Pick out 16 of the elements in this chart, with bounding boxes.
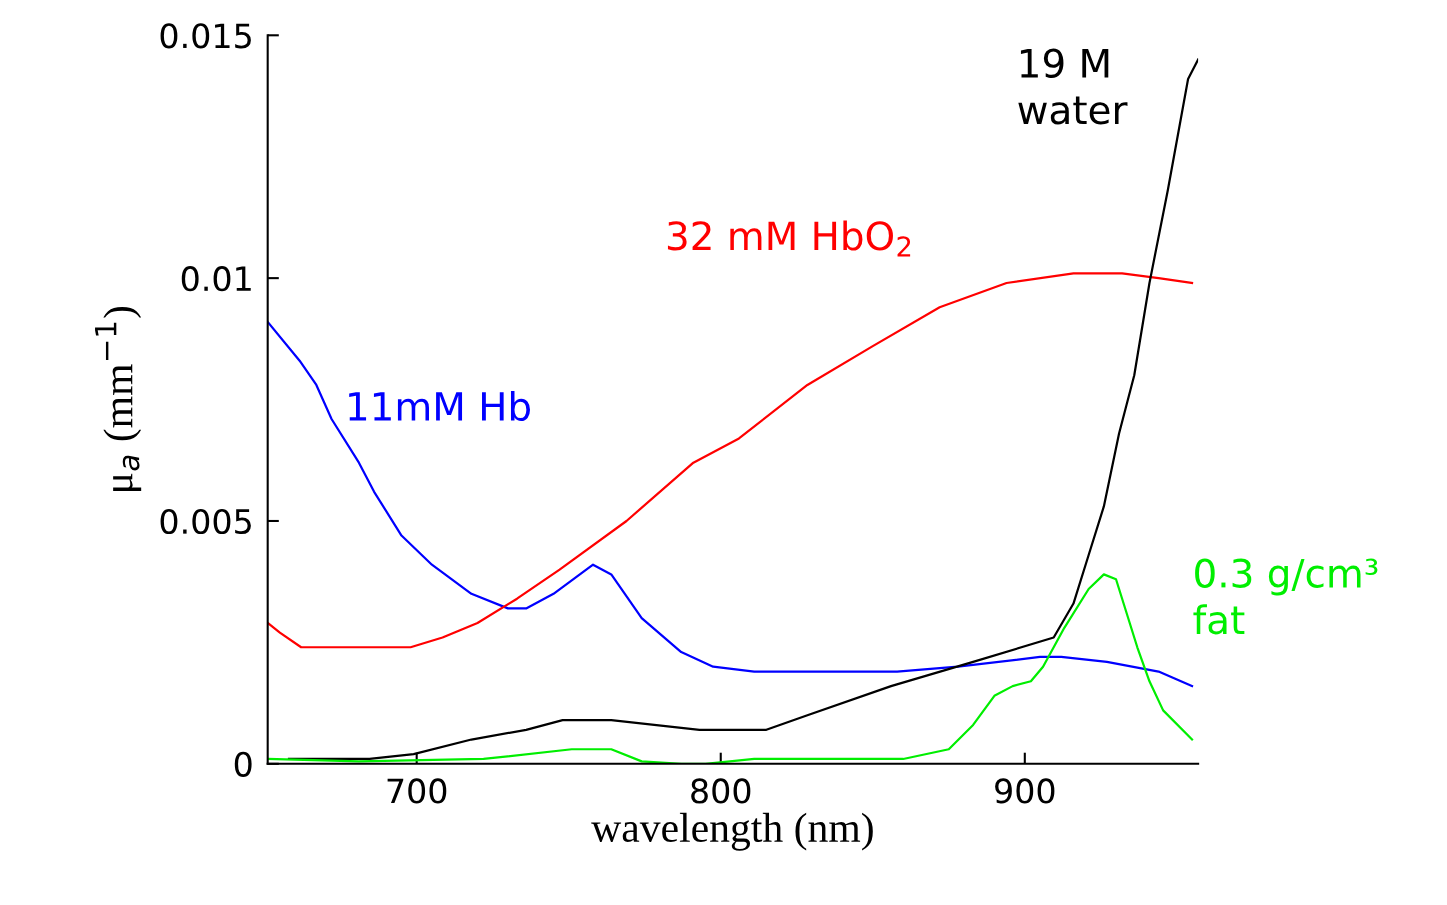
y-axis-title: μ$_{a}$ (mm$^{−1}$)	[95, 306, 142, 491]
y-tick-label: 0	[234, 751, 252, 777]
series-label: 0.3 g/cm³ fat	[1193, 558, 1378, 635]
series-label: 19 M water	[1018, 48, 1128, 125]
series-label: 11mM Hb	[349, 390, 531, 422]
y-tick-label: 0.015	[160, 23, 251, 49]
x-tick-label: 700	[387, 778, 447, 804]
x-axis-title: wavelength (nm)	[591, 812, 873, 851]
x-tick-label: 800	[691, 778, 751, 804]
y-tick-label: 0.01	[181, 266, 251, 292]
line-series	[267, 320, 1194, 688]
y-tick-label: 0.005	[160, 508, 251, 535]
x-tick-label: 900	[995, 778, 1055, 804]
series-label: 32 mM HbO$_{2}$	[667, 220, 911, 257]
line-series	[267, 573, 1194, 764]
line-series	[267, 272, 1194, 649]
